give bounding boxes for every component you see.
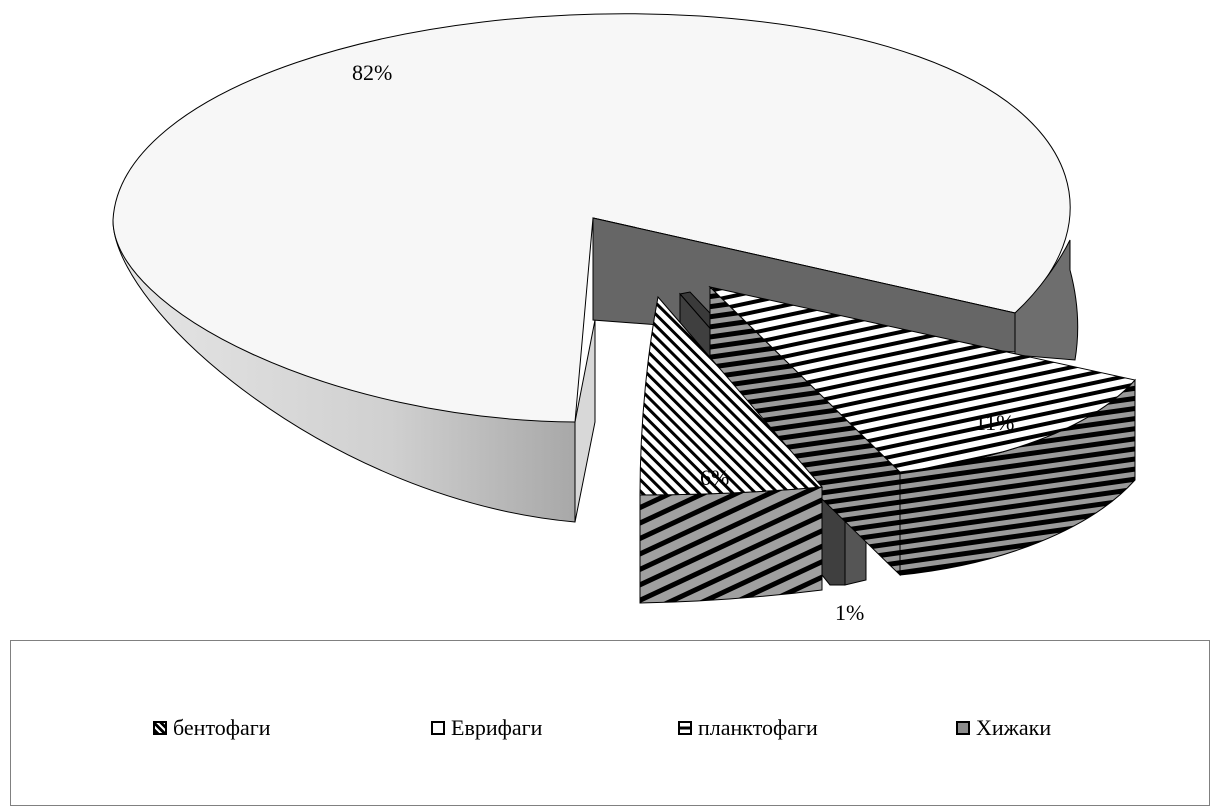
legend-label-bentofagy: бентофаги [173,715,271,740]
legend-item-bentofagy: бентофаги [153,715,271,741]
legend-swatch-khyzhaky [956,721,970,735]
legend-swatch-planktofagy [678,721,692,735]
slice-evryfagy-cut-face [574,319,596,523]
legend-label-planktofagy: планктофаги [698,715,818,740]
legend-swatch-bentofagy [153,721,167,735]
slice-planktofagy-top [708,286,1136,473]
data-label-bentofagy: 6% [700,465,729,490]
slice-planktofagy [708,285,1136,577]
slice-bentofagy [639,295,824,604]
legend-label-evryfagy: Еврифаги [451,715,543,740]
slice-bentofagy-top [639,295,824,496]
legend-swatch-evryfagy [431,721,445,735]
chart-legend: бентофаги Еврифаги планктофаги Хижаки [10,640,1210,806]
legend-item-evryfagy: Еврифаги [431,715,542,741]
pie-chart: 82% 11% 6% 1% [112,13,1136,625]
data-label-khyzhaky: 1% [835,600,864,625]
slice-bentofagy-side [639,486,823,604]
legend-item-khyzhaky: Хижаки [956,715,1051,741]
legend-item-planktofagy: планктофаги [678,715,818,741]
slice-evryfagy-top [112,13,1071,423]
data-label-evryfagy: 82% [352,60,392,85]
legend-label-khyzhaky: Хижаки [976,715,1052,740]
pie-chart-area: 82% 11% 6% 1% [112,13,1136,625]
data-label-planktofagy: 11% [975,410,1015,435]
slice-evryfagy-inner-face [592,217,1079,361]
